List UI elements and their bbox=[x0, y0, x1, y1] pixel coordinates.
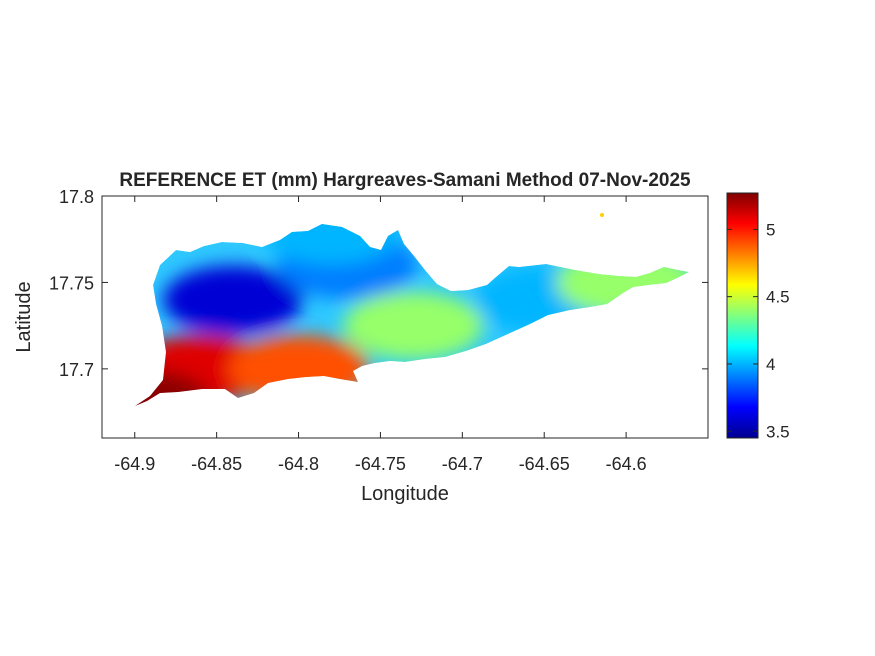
x-axis: -64.9 -64.85 -64.8 -64.75 -64.7 -64.65 -64.6 bbox=[114, 196, 647, 474]
x-axis-label: Longitude bbox=[361, 483, 449, 505]
x-tick-label: -64.75 bbox=[355, 454, 406, 474]
colorbar-tick-label: 3.5 bbox=[766, 422, 790, 441]
y-axis: 17.7 17.75 17.8 bbox=[49, 187, 708, 380]
et-heatmap bbox=[135, 213, 689, 406]
x-tick-label: -64.7 bbox=[442, 454, 483, 474]
value-region-5 bbox=[343, 291, 484, 360]
islet-marker bbox=[600, 213, 604, 217]
x-tick-label: -64.85 bbox=[191, 454, 242, 474]
colorbar-tick-label: 4 bbox=[766, 355, 775, 374]
y-tick-label: 17.8 bbox=[59, 187, 94, 207]
x-tick-label: -64.6 bbox=[606, 454, 647, 474]
y-tick-label: 17.75 bbox=[49, 273, 94, 293]
colorbar-gradient bbox=[726, 192, 759, 439]
x-tick-label: -64.9 bbox=[114, 454, 155, 474]
colorbar-tick-label: 4.5 bbox=[766, 288, 790, 307]
chart-title: REFERENCE ET (mm) Hargreaves-Samani Meth… bbox=[119, 170, 691, 191]
colorbar-tick-label: 5 bbox=[766, 220, 775, 239]
x-tick-label: -64.65 bbox=[519, 454, 570, 474]
value-region-4 bbox=[261, 224, 402, 265]
y-tick-label: 17.7 bbox=[59, 360, 94, 380]
x-tick-label: -64.8 bbox=[278, 454, 319, 474]
value-region-2 bbox=[163, 265, 304, 334]
colorbar: 3.5 4 4.5 5 bbox=[726, 192, 790, 441]
y-axis-label: Latitude bbox=[13, 281, 35, 352]
